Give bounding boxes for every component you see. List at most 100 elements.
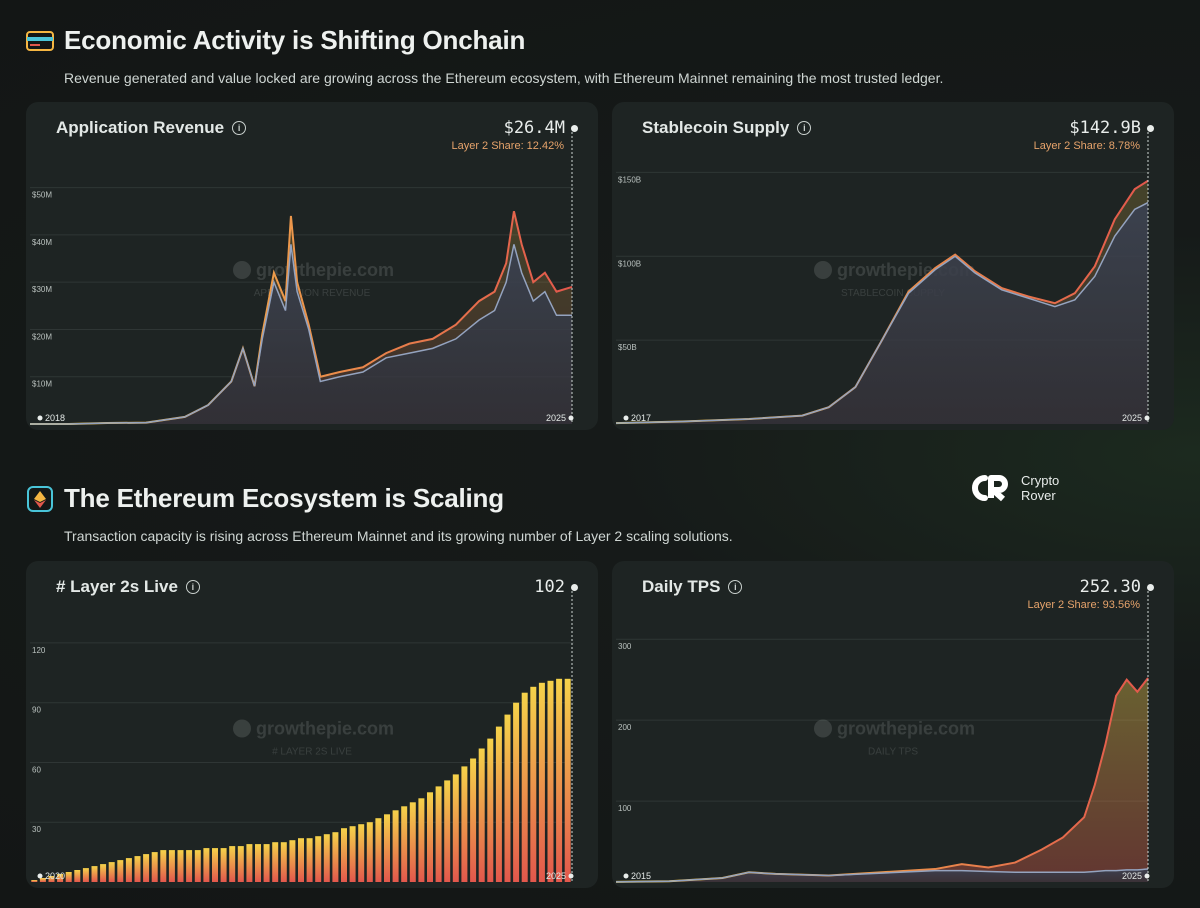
bar [341,828,347,882]
headline-value: 252.30 [1080,577,1154,597]
bar [418,798,425,882]
watermark-label: # LAYER 2S LIVE [272,747,352,758]
info-icon[interactable]: i [232,121,247,135]
bar [487,738,494,882]
y-tick-label: $50M [32,191,52,200]
brand-logo: Crypto Rover [965,472,1059,504]
watermark-pie-icon [233,719,251,738]
bar [315,836,322,882]
bar [39,878,46,882]
y-tick-label: 100 [618,804,632,813]
start-dot-icon [37,415,43,421]
wallet-icon [26,30,54,51]
chart-title: Daily TPS i [642,577,743,597]
chart-card-tps: Daily TPS i 252.30 Layer 2 Share: 93.56% … [612,561,1174,888]
x-end-label: 2025 [546,413,566,423]
bar [323,834,330,882]
bar [478,748,485,882]
y-tick-label: $50B [618,343,637,352]
bar [306,838,313,882]
series-line-ethereum-mainnet [30,244,572,425]
x-start-label: 2018 [45,413,65,423]
watermark-text: growthepie.com [837,719,975,739]
bar [513,702,520,882]
start-dot-icon [623,873,629,879]
y-tick-label: $10M [32,380,52,389]
start-dot-icon [37,873,43,879]
bar [177,850,184,882]
x-start-label: 2020 [45,871,65,881]
watermark-pie-icon [814,719,832,738]
bar [530,686,537,882]
bar [117,860,124,882]
bar [272,842,279,882]
watermark-label: DAILY TPS [868,747,918,758]
bar [504,714,511,882]
section-heading: The Ethereum Ecosystem is Scaling [64,483,504,513]
bar [358,824,365,882]
y-tick-label: 60 [32,765,41,774]
bar [409,802,416,882]
layer2-share: Layer 2 Share: 8.78% [1033,140,1140,152]
bar [401,806,408,882]
headline-value: $26.4M [504,118,578,138]
chart-tps[interactable]: 100 200 300 growthepie.com DAILY TPS 2015 2025 [612,561,1174,888]
x-end-label: 2025 [1122,413,1142,423]
chart-layer2s[interactable]: 30 60 90 120 growthepie.com # LAYER 2S LIVE 20… [26,561,598,888]
bar [48,876,55,882]
bar [229,846,236,882]
y-tick-label: $20M [32,332,52,341]
bar [556,678,563,882]
y-tick-label: $30M [32,285,52,294]
start-dot-icon [623,415,629,421]
end-dot-icon [1144,873,1150,879]
value-dot-icon [571,124,578,132]
bar [160,850,167,882]
end-dot-icon [568,415,574,421]
series-line-ethereum-mainnet [615,201,1149,424]
bar [65,872,72,882]
y-tick-label: 300 [618,642,632,651]
section-heading: Economic Activity is Shifting Onchain [64,25,526,55]
chart-revenue[interactable]: $10M $20M $30M $40M $50M growthepie.comAPPLIC… [26,102,598,430]
section-description: Revenue generated and value locked are g… [64,70,944,86]
bar [194,850,201,882]
bar [384,814,390,882]
x-end-label: 2025 [1122,871,1142,881]
bar [444,780,451,882]
bar [461,766,468,882]
value-dot-icon [1147,583,1154,591]
headline-value: 102 [534,577,578,597]
bar [134,856,141,882]
chart-title: # Layer 2s Live i [56,577,200,597]
brand-name-line1: Crypto [1021,473,1060,488]
x-start-label: 2015 [631,871,651,881]
watermark: growthepie.com # LAYER 2S LIVE [233,719,394,758]
bar [203,848,210,882]
bar [143,854,150,882]
bar [186,850,193,882]
info-icon[interactable]: i [185,580,200,594]
bar [108,862,115,882]
bar [435,786,442,882]
bar [237,846,244,882]
bar [332,832,339,882]
value-dot-icon [1147,124,1154,132]
bar [91,866,98,882]
info-icon[interactable]: i [728,580,743,594]
bar [82,868,89,882]
bar [427,792,433,882]
x-start-label: 2017 [631,413,651,423]
watermark-pie-icon [233,261,251,279]
y-tick-label: 30 [32,825,41,834]
bar [298,838,304,882]
bar [74,870,81,882]
bar [255,844,261,882]
series-line-ethereum-mainnet [615,868,1149,883]
y-tick-label: 120 [32,646,46,655]
bar [289,840,296,882]
info-icon[interactable]: i [797,121,812,135]
chart-title: Stablecoin Supply i [642,118,812,138]
end-dot-icon [568,873,574,879]
